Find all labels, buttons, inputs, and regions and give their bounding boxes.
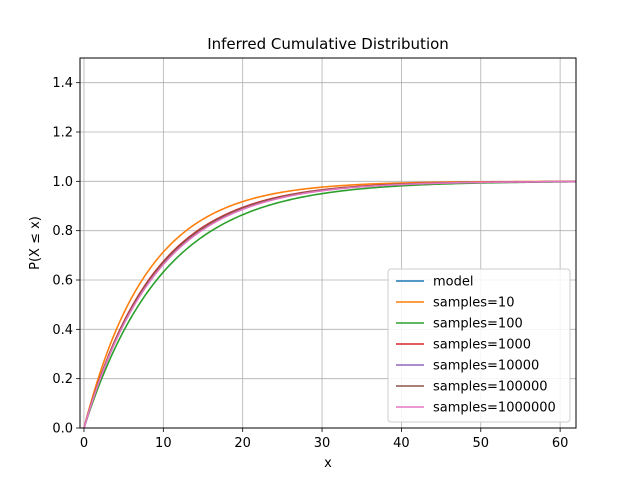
- x-tick-label: 40: [393, 436, 410, 451]
- y-tick-label: 1.4: [52, 76, 73, 91]
- plot-frame: [79, 57, 577, 429]
- x-tick-label: 30: [314, 436, 331, 451]
- y-axis-label: P(X ≤ x): [28, 216, 43, 270]
- legend-entry: samples=100000: [433, 380, 548, 395]
- y-tick-label: 0.0: [52, 422, 73, 437]
- legend-entry: samples=1000000: [433, 401, 556, 416]
- legend: model samples=10 samples=100 samples=1000 sa…: [387, 268, 571, 423]
- axis-ticks: 0 10 20 30 40 50 60 0.0 0.2 0.4 0.6 0.8 1.0 1.2 1.4: [52, 76, 568, 451]
- x-tick-label: 0: [80, 436, 88, 451]
- y-tick-label: 0.8: [52, 224, 73, 239]
- x-tick-label: 20: [234, 436, 251, 451]
- y-tick-label: 1.0: [52, 175, 73, 190]
- y-tick-label: 0.2: [52, 372, 73, 387]
- x-tick-label: 50: [472, 436, 489, 451]
- x-tick-label: 60: [552, 436, 569, 451]
- y-tick-label: 1.2: [52, 126, 73, 141]
- legend-entry: model: [433, 275, 473, 290]
- chart-title: Inferred Cumulative Distribution: [207, 35, 449, 53]
- legend-entry: samples=10: [433, 296, 514, 311]
- series-line-6: [83, 180, 577, 429]
- y-tick-label: 0.4: [52, 323, 73, 338]
- x-axis-label: x: [324, 456, 332, 471]
- legend-entry: samples=1000: [433, 338, 531, 353]
- x-tick-label: 10: [155, 436, 172, 451]
- series-lines: [83, 180, 577, 429]
- legend-entry: samples=10000: [433, 359, 539, 374]
- y-tick-label: 0.6: [52, 274, 73, 289]
- legend-entry: samples=100: [433, 317, 523, 332]
- legend-box: [387, 268, 571, 423]
